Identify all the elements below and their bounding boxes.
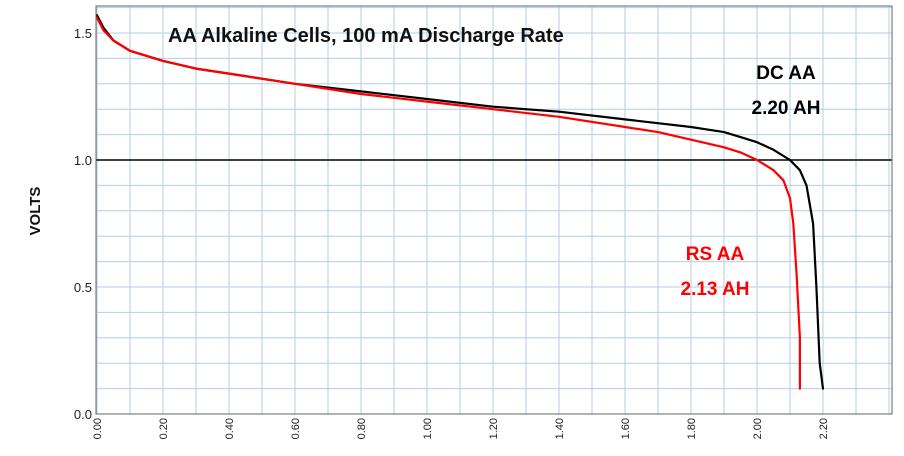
plot-frame [95,5,893,415]
y-axis-label: VOLTS [27,187,44,236]
x-tick-label: 2.00 [752,418,764,439]
x-tick-label: 0.00 [92,418,104,439]
x-tick-label: 0.60 [290,418,302,439]
y-tick-label: 0.5 [74,280,92,295]
y-tick-label: 0.0 [74,407,92,422]
x-tick-label: 0.80 [356,418,368,439]
y-tick-labels: 0.0 0.5 1.0 1.5 [74,26,92,422]
rs-series-name-label: RS AA [686,244,745,265]
x-tick-label: 1.00 [422,418,434,439]
chart-title: AA Alkaline Cells, 100 mA Discharge Rate [168,25,564,47]
x-tick-label: 1.20 [488,418,500,439]
y-tick-label: 1.5 [74,26,92,41]
x-tick-label: 1.60 [620,418,632,439]
x-tick-label: 1.80 [686,418,698,439]
y-tick-label: 1.0 [74,153,92,168]
dc-capacity-label: 2.20 AH [752,98,821,119]
series-line-rs [95,16,801,390]
x-tick-labels: 0.00 0.20 0.40 0.60 0.80 1.00 1.20 1.40 1.60 1.80… [92,418,830,439]
x-tick-label: 2.20 [818,418,830,439]
x-tick-label: 0.40 [224,418,236,439]
rs-capacity-label: 2.13 AH [681,279,750,300]
x-tick-label: 0.20 [158,418,170,439]
dc-series-name-label: DC AA [756,63,816,84]
series-layer [95,14,825,390]
x-tick-label: 1.40 [554,418,566,439]
